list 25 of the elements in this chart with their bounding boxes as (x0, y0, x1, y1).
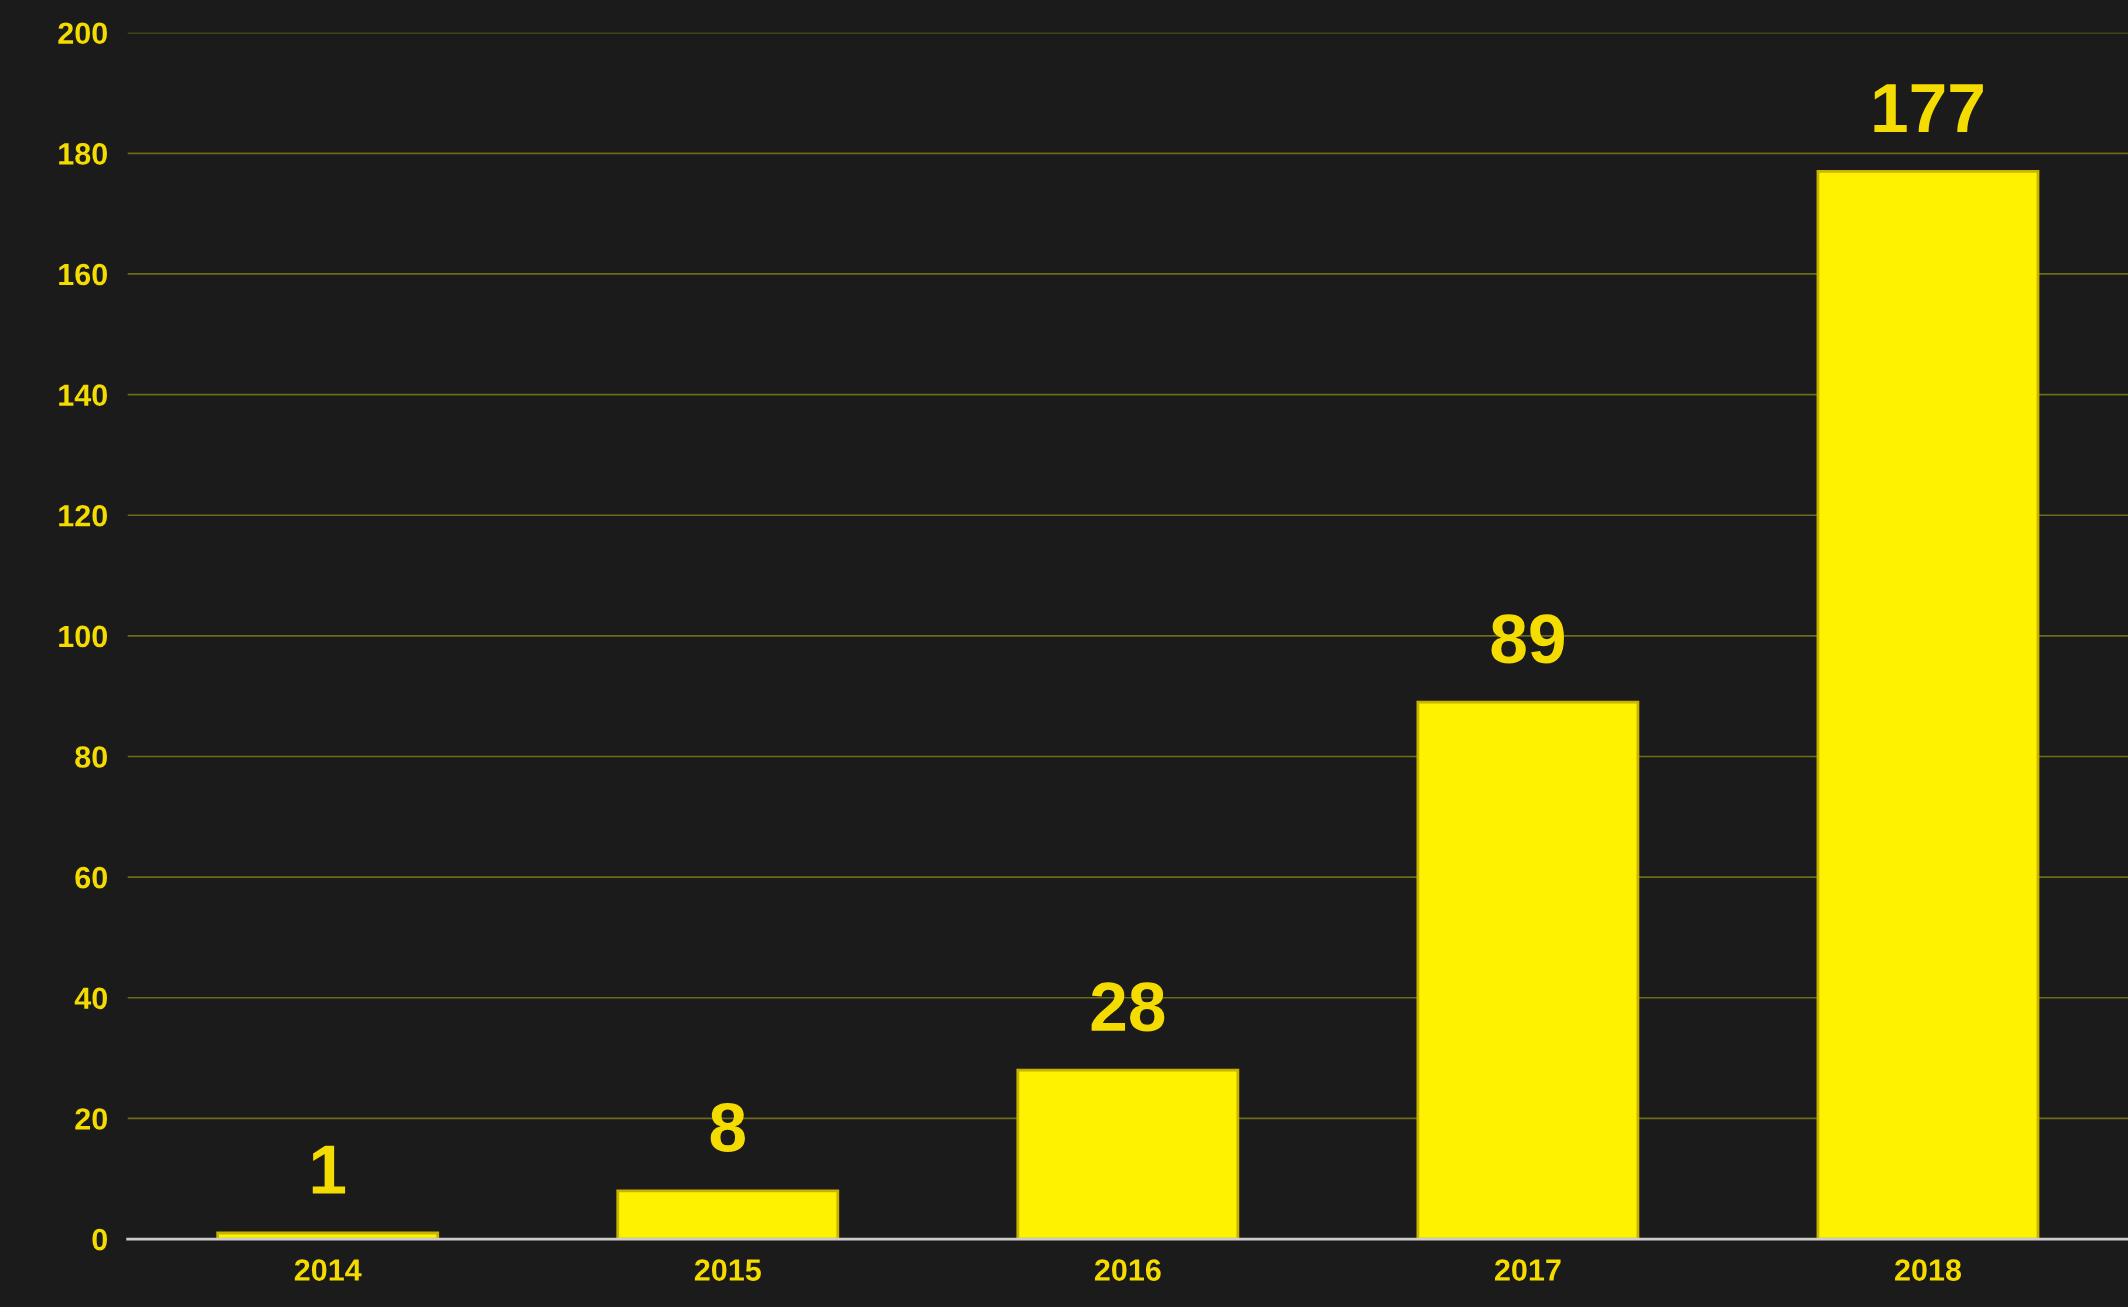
y-tick-label: 140 (59, 384, 107, 406)
data-label: 8 (710, 1102, 745, 1153)
y-tick-label: 20 (75, 1108, 107, 1130)
y-tick-label: 60 (75, 866, 107, 889)
y-tick-label: 180 (59, 143, 107, 165)
y-tick-label: 160 (59, 263, 107, 286)
bar (1816, 170, 2040, 1240)
x-tick-label: 2014 (294, 1259, 362, 1281)
x-tick-label: 2016 (1094, 1259, 1161, 1281)
y-tick-label: 40 (74, 987, 107, 1010)
x-tick-label: 2017 (1494, 1259, 1561, 1281)
bar (1016, 1068, 1240, 1240)
data-label: 28 (1091, 982, 1165, 1032)
y-tick-label: 0 (92, 1228, 107, 1251)
y-tick-label: 80 (75, 746, 107, 768)
y-tick-label: 120 (59, 504, 107, 527)
bar (1416, 700, 1640, 1240)
data-label: 89 (1491, 614, 1564, 664)
y-tick-label: 200 (58, 22, 107, 45)
y-tick-label: 100 (59, 625, 107, 648)
data-label: 177 (1874, 84, 1983, 132)
data-label: 1 (312, 1145, 346, 1194)
x-tick-label: 2015 (694, 1259, 761, 1281)
bar (616, 1189, 840, 1240)
x-tick-label: 2018 (1895, 1259, 1962, 1281)
